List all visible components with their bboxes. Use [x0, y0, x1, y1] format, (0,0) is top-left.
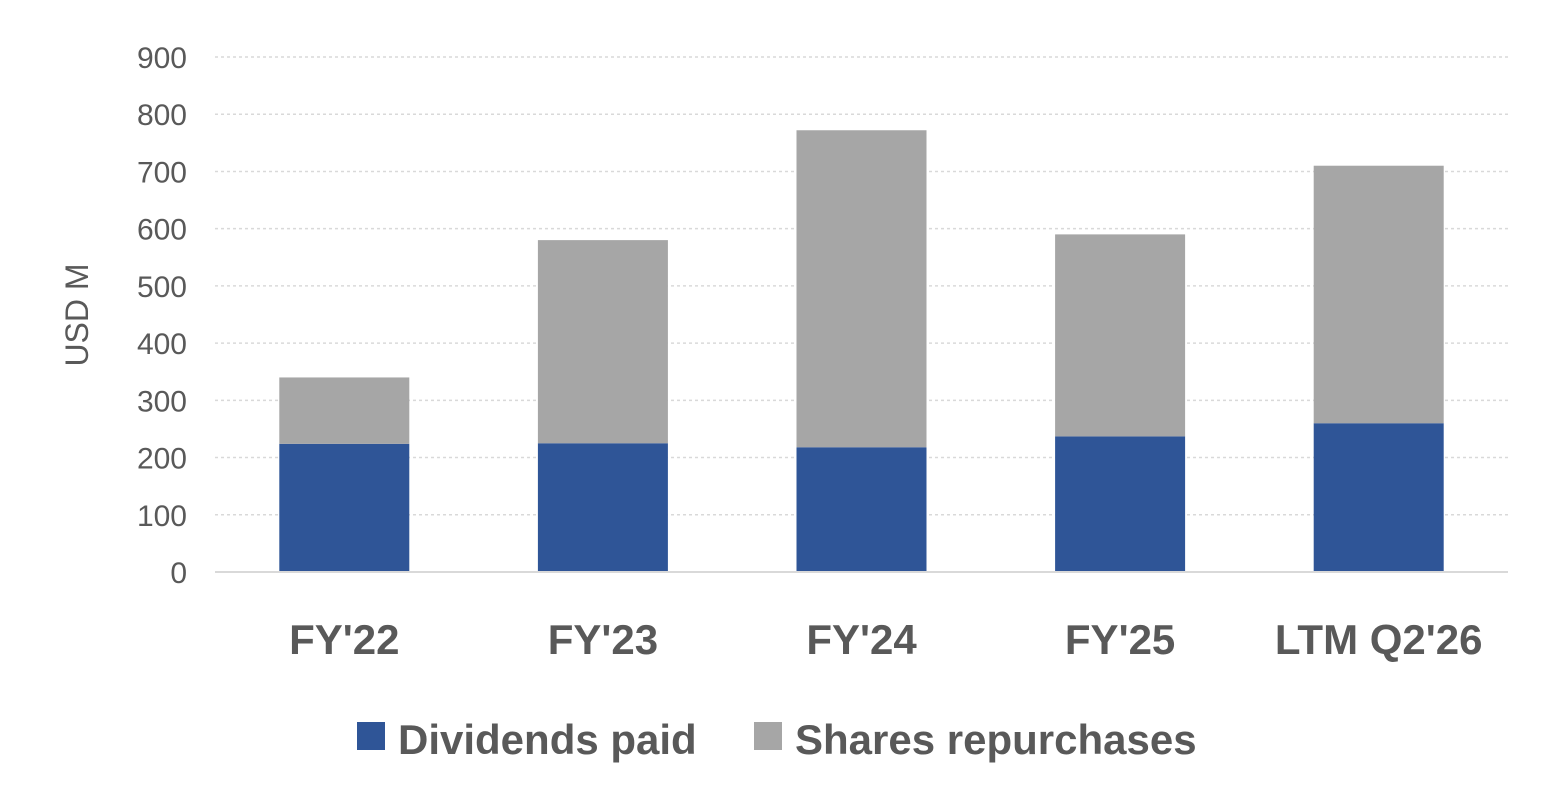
- y-tick-label: 0: [170, 557, 187, 590]
- y-tick-label: 600: [137, 214, 187, 247]
- bar-shares-repurchases: [1313, 165, 1444, 424]
- bars: [279, 130, 1444, 572]
- y-tick-label: 300: [137, 385, 187, 418]
- bar-shares-repurchases: [1055, 234, 1186, 437]
- bar-dividends-paid: [796, 447, 927, 572]
- bar-shares-repurchases: [537, 240, 668, 444]
- legend-label-share-repurchases: Shares repurchases: [795, 716, 1197, 763]
- y-axis-label: USD M: [59, 263, 95, 366]
- legend-label-dividends: Dividends paid: [398, 716, 697, 763]
- bar-shares-repurchases: [796, 130, 927, 448]
- category-labels: FY'22 FY'23 FY'24 FY'25 LTM Q2'26: [289, 616, 1482, 663]
- bar-dividends-paid: [279, 443, 410, 572]
- y-tick-label: 400: [137, 328, 187, 361]
- legend-swatch-dividends: [357, 722, 385, 750]
- x-category-label: LTM Q2'26: [1275, 616, 1483, 663]
- y-tick-label: 700: [137, 156, 187, 189]
- y-tick-label: 200: [137, 443, 187, 476]
- x-category-label: FY'22: [289, 616, 399, 663]
- bar-dividends-paid: [1055, 436, 1186, 572]
- x-category-label: FY'24: [806, 616, 917, 663]
- bar-shares-repurchases: [279, 377, 410, 444]
- x-category-label: FY'23: [548, 616, 658, 663]
- x-category-label: FY'25: [1065, 616, 1175, 663]
- bar-dividends-paid: [1313, 423, 1444, 572]
- y-tick-label: 900: [137, 42, 187, 75]
- bar-dividends-paid: [537, 443, 668, 572]
- legend-swatch-share-repurchases: [754, 722, 782, 750]
- y-tick-labels: 0 100 200 300 400 500 600 700 800 900: [137, 42, 187, 590]
- y-tick-label: 800: [137, 99, 187, 132]
- y-tick-label: 500: [137, 271, 187, 304]
- y-tick-label: 100: [137, 500, 187, 533]
- legend: Dividends paid Shares repurchases: [357, 716, 1197, 763]
